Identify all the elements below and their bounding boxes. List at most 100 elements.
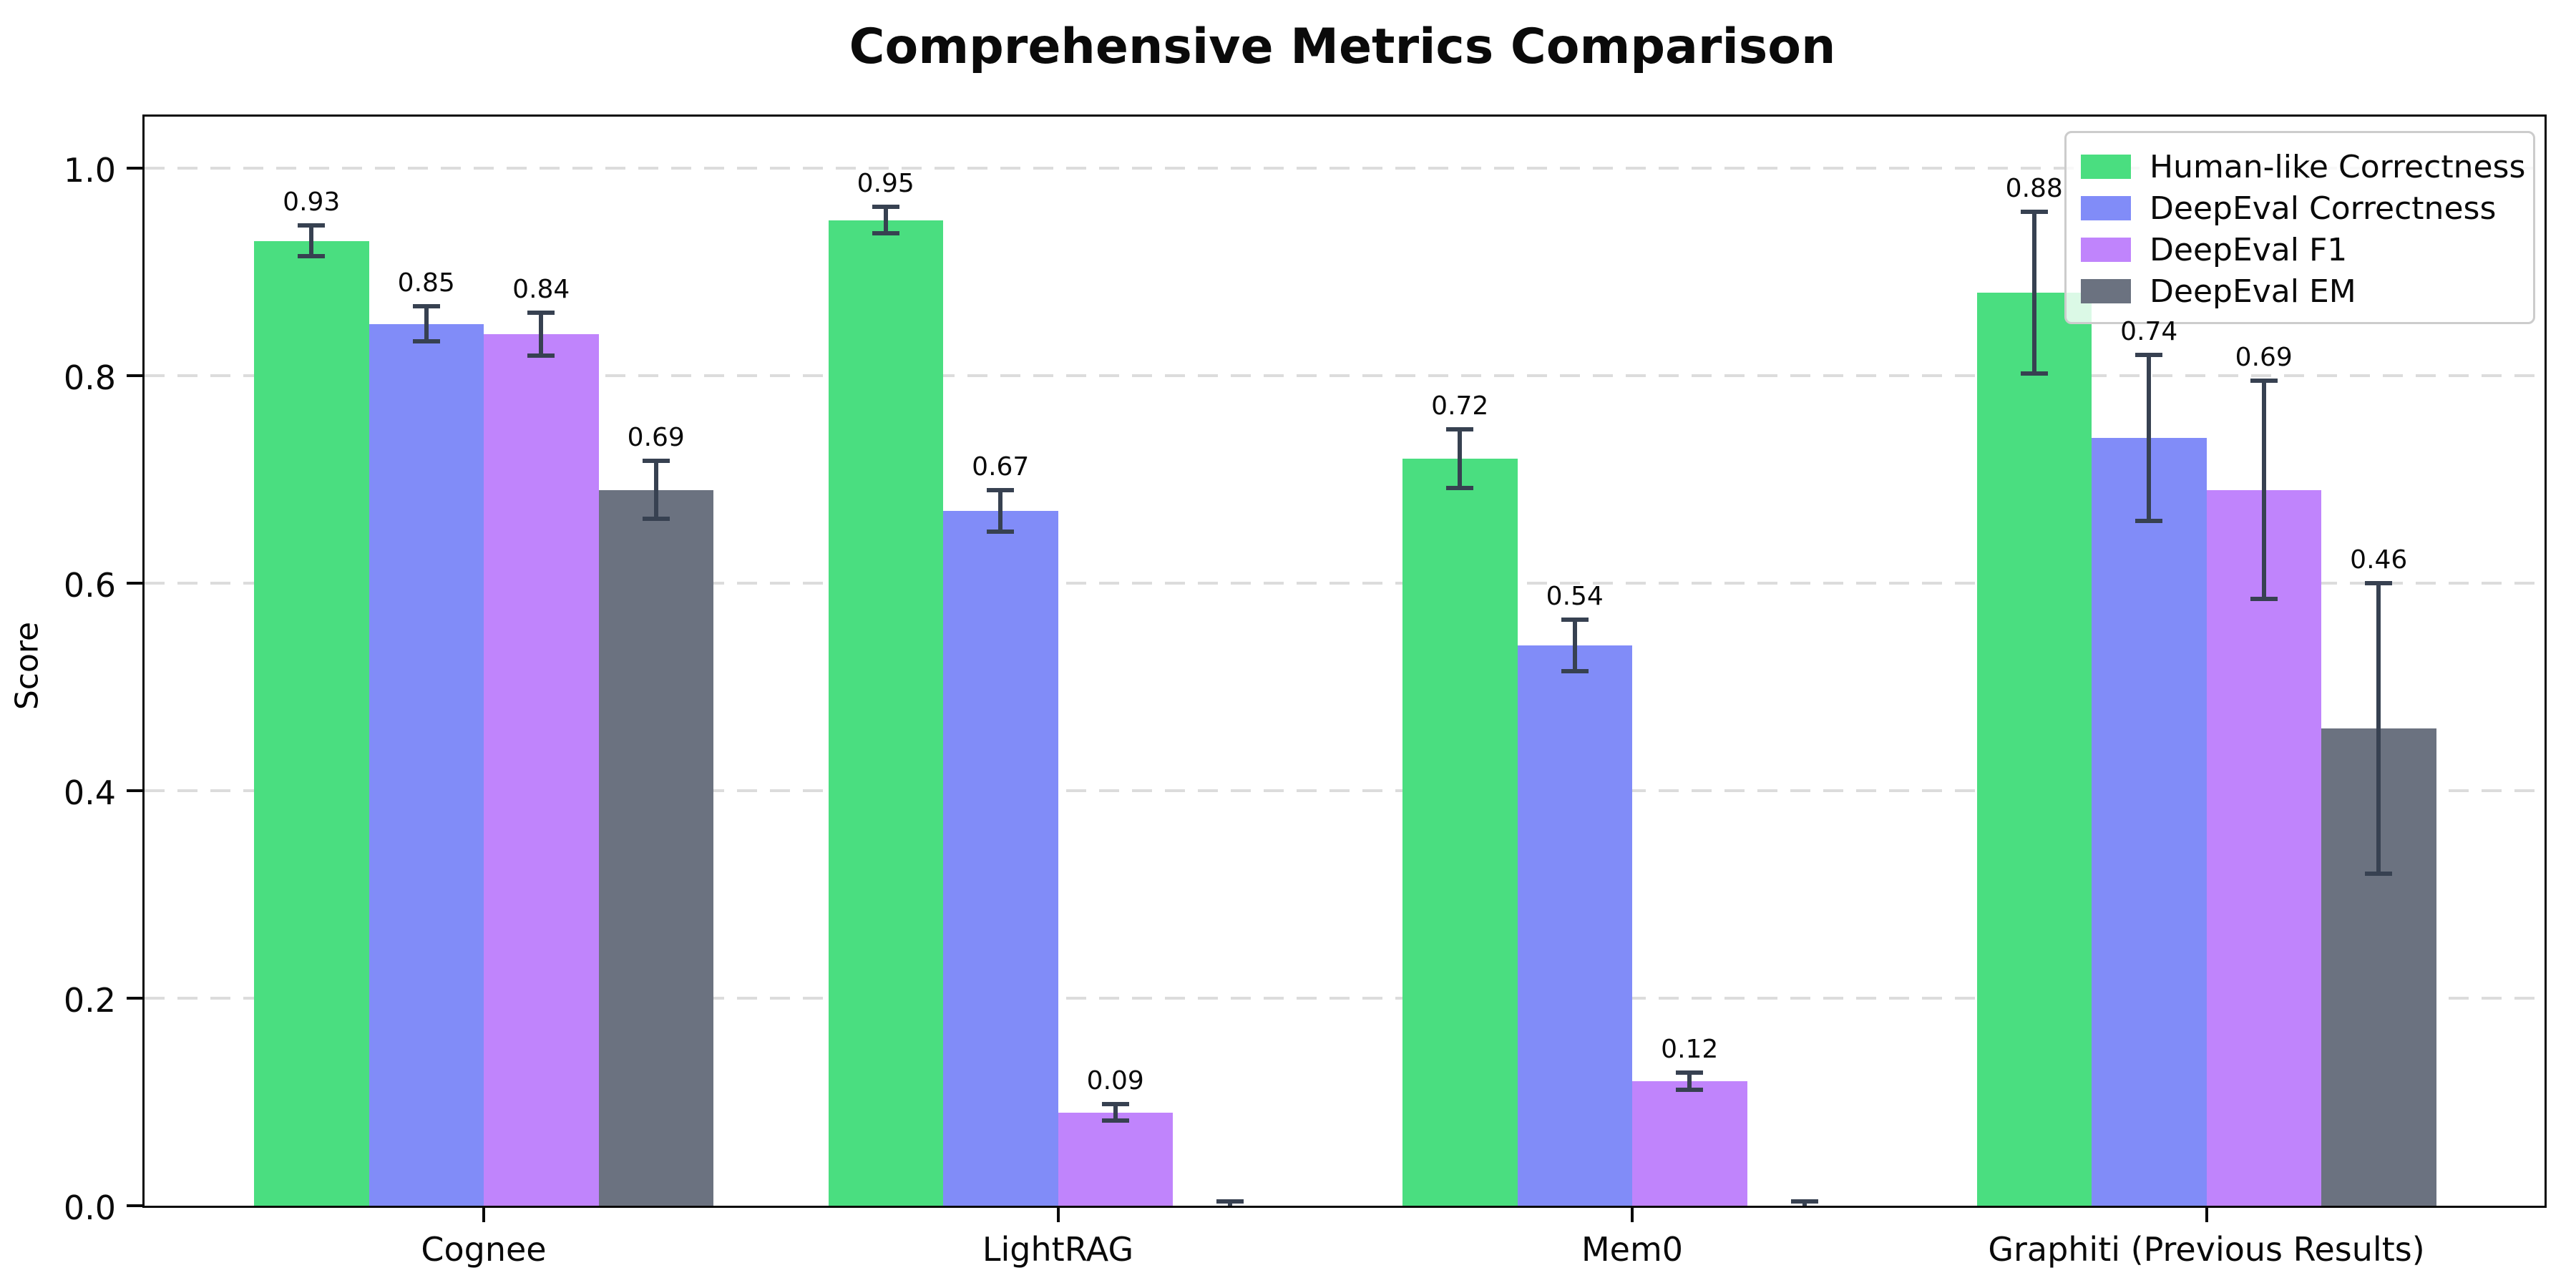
gridline-0.8 bbox=[145, 374, 2545, 377]
y-tick-0.8 bbox=[127, 374, 142, 377]
legend-item: DeepEval F1 bbox=[2081, 229, 2519, 270]
error-cap-top bbox=[1446, 427, 1474, 432]
bar-deepeval-f1-2 bbox=[1632, 1081, 1747, 1206]
error-cap-bottom bbox=[2020, 371, 2048, 376]
error-cap-bottom bbox=[298, 254, 326, 259]
legend-label: DeepEval EM bbox=[2150, 273, 2356, 310]
value-label: 0.69 bbox=[2235, 343, 2293, 373]
error-cap-top bbox=[298, 223, 326, 228]
x-tick-2 bbox=[1631, 1208, 1634, 1222]
legend-swatch bbox=[2081, 238, 2131, 262]
bar-deepeval-correctness-2 bbox=[1517, 645, 1632, 1206]
error-cap-top bbox=[1676, 1070, 1704, 1075]
y-tick-label-0.8: 0.8 bbox=[63, 358, 116, 397]
x-tick-1 bbox=[1056, 1208, 1060, 1222]
error-cap-top bbox=[872, 204, 899, 209]
y-tick-0.4 bbox=[127, 789, 142, 792]
error-cap-top bbox=[1101, 1101, 1129, 1106]
error-cap-top bbox=[412, 303, 440, 308]
value-label: 0.12 bbox=[1661, 1035, 1719, 1065]
value-label: 0.54 bbox=[1546, 581, 1604, 611]
error-bar bbox=[1458, 429, 1463, 488]
y-tick-0.0 bbox=[127, 1204, 142, 1207]
error-cap-bottom bbox=[1561, 669, 1589, 674]
legend: Human-like Correctness DeepEval Correctne… bbox=[2064, 131, 2535, 324]
bar-deepeval-correctness-0 bbox=[369, 323, 484, 1206]
error-cap-top bbox=[1216, 1199, 1244, 1204]
legend-label: DeepEval Correctness bbox=[2150, 190, 2497, 227]
error-cap-bottom bbox=[1676, 1087, 1704, 1092]
gridline-1.0 bbox=[145, 167, 2545, 170]
error-bar bbox=[653, 460, 658, 519]
y-tick-label-0.0: 0.0 bbox=[63, 1189, 116, 1227]
error-cap-bottom bbox=[2365, 872, 2393, 876]
value-label: 0.72 bbox=[1431, 391, 1489, 421]
legend-item: Human-like Correctness bbox=[2081, 146, 2525, 187]
value-label: 0.09 bbox=[1086, 1065, 1144, 1096]
x-tick-label-0: Cognee bbox=[421, 1230, 547, 1269]
gridline-0.2 bbox=[145, 997, 2545, 1000]
value-label: 0.93 bbox=[283, 187, 341, 217]
error-bar bbox=[539, 312, 544, 356]
bar-deepeval-f1-1 bbox=[1058, 1112, 1173, 1206]
error-bar bbox=[2376, 583, 2381, 874]
gridline-0.4 bbox=[145, 789, 2545, 792]
value-label: 0.67 bbox=[972, 452, 1030, 482]
value-label: 0.74 bbox=[2120, 317, 2178, 346]
error-bar bbox=[1113, 1103, 1118, 1121]
y-tick-label-0.2: 0.2 bbox=[63, 981, 116, 1020]
error-cap-bottom bbox=[527, 353, 555, 358]
value-label: 0.88 bbox=[2005, 173, 2063, 203]
error-bar bbox=[1572, 619, 1577, 672]
error-cap-top bbox=[2020, 209, 2048, 214]
error-cap-bottom bbox=[642, 517, 670, 522]
bar-deepeval-f1-0 bbox=[484, 334, 599, 1206]
gridline-0.6 bbox=[145, 582, 2545, 585]
error-bar bbox=[998, 489, 1003, 532]
bar-deepeval-f1-3 bbox=[2206, 489, 2321, 1206]
plot-area: 0.93 0.95 0.72 0.88 0.85 0.67 0.54 0.74 0.84 0.09… bbox=[64, 114, 2547, 1269]
legend-swatch bbox=[2081, 196, 2131, 220]
legend-item: DeepEval Correctness bbox=[2081, 187, 2519, 229]
error-bar bbox=[309, 225, 314, 257]
error-cap-bottom bbox=[987, 529, 1015, 534]
x-tick-label-2: Mem0 bbox=[1581, 1230, 1684, 1269]
x-tick-3 bbox=[2205, 1208, 2208, 1222]
error-bar bbox=[883, 206, 888, 234]
error-bar bbox=[1687, 1073, 1692, 1090]
value-label: 0.95 bbox=[857, 168, 914, 198]
error-cap-top bbox=[2250, 379, 2278, 384]
bar-human-like-correctness-1 bbox=[828, 220, 943, 1206]
error-cap-top bbox=[527, 310, 555, 315]
bar-deepeval-correctness-3 bbox=[2092, 438, 2207, 1206]
error-bar bbox=[2031, 211, 2036, 374]
bar-human-like-correctness-3 bbox=[1976, 293, 2092, 1206]
error-bar bbox=[2147, 355, 2152, 521]
error-cap-bottom bbox=[1446, 485, 1474, 490]
error-bar bbox=[2261, 381, 2266, 599]
x-tick-label-1: LightRAG bbox=[982, 1230, 1134, 1269]
y-tick-0.6 bbox=[127, 582, 142, 585]
error-cap-top bbox=[1561, 617, 1589, 622]
bar-deepeval-correctness-1 bbox=[943, 510, 1058, 1206]
legend-item: DeepEval EM bbox=[2081, 270, 2519, 312]
legend-label: DeepEval F1 bbox=[2150, 231, 2348, 268]
error-cap-bottom bbox=[1101, 1118, 1129, 1123]
chart-title: Comprehensive Metrics Comparison bbox=[849, 19, 1836, 75]
bar-human-like-correctness-2 bbox=[1402, 459, 1518, 1206]
x-tick-label-3: Graphiti (Previous Results) bbox=[1988, 1230, 2425, 1269]
error-cap-bottom bbox=[412, 339, 440, 344]
y-tick-label-0.4: 0.4 bbox=[63, 774, 116, 812]
error-cap-top bbox=[987, 487, 1015, 492]
value-label: 0.69 bbox=[627, 422, 685, 452]
legend-swatch bbox=[2081, 155, 2131, 179]
value-label: 0.84 bbox=[512, 274, 570, 304]
error-cap-top bbox=[2135, 353, 2163, 357]
y-tick-label-1.0: 1.0 bbox=[63, 151, 116, 190]
legend-label: Human-like Correctness bbox=[2150, 148, 2526, 185]
error-cap-bottom bbox=[2135, 519, 2163, 523]
x-tick-0 bbox=[482, 1208, 485, 1222]
error-cap-top bbox=[1790, 1199, 1818, 1204]
value-label: 0.85 bbox=[397, 268, 455, 298]
